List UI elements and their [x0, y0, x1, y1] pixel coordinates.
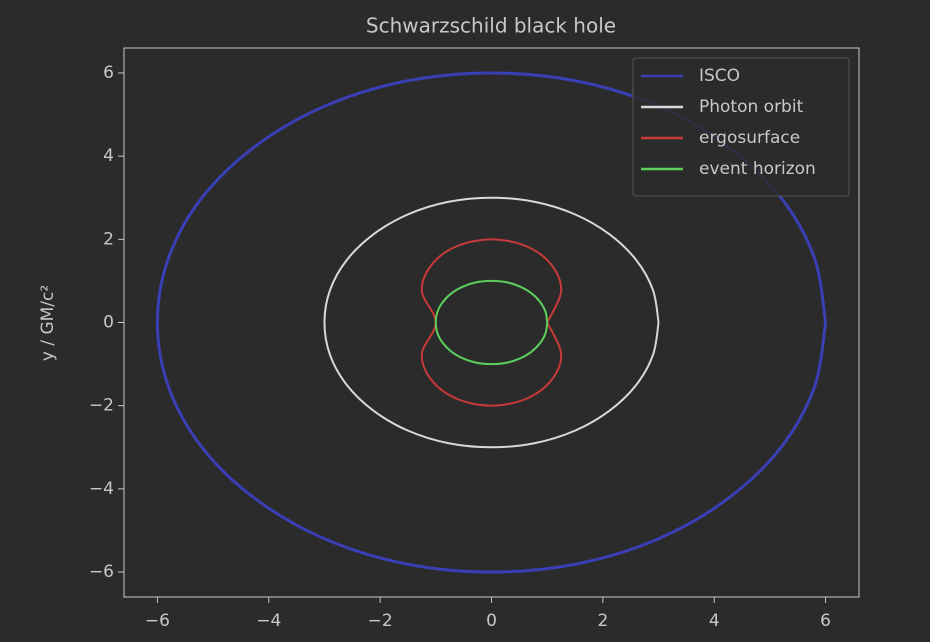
- y-tick-label: 4: [103, 146, 114, 166]
- y-tick-label: −2: [89, 396, 114, 416]
- legend-label: event horizon: [699, 159, 816, 179]
- legend-label: ergosurface: [699, 128, 800, 148]
- legend: ISCO Photon orbit ergosurface event horizon: [632, 57, 850, 197]
- x-tick-label: 2: [597, 611, 608, 631]
- y-tick-label: 6: [103, 63, 114, 83]
- x-tick-label: 4: [709, 611, 720, 631]
- y-tick-label: 0: [103, 313, 114, 333]
- series-line: [434, 279, 549, 366]
- x-tick-label: −6: [145, 611, 170, 631]
- x-tick-label: 6: [820, 611, 831, 631]
- legend-label: Photon orbit: [699, 97, 804, 117]
- x-tick-label: −2: [368, 611, 393, 631]
- legend-box: [632, 57, 850, 197]
- y-axis-label: y / GM/c²: [38, 285, 58, 361]
- y-tick-label: −4: [89, 479, 114, 499]
- legend-label: ISCO: [699, 66, 740, 86]
- y-tick-label: −6: [89, 562, 114, 582]
- y-tick-label: 2: [103, 229, 114, 249]
- x-tick-label: −4: [256, 611, 281, 631]
- chart-title: Schwarzschild black hole: [366, 14, 616, 38]
- x-tick-label: 0: [486, 611, 497, 631]
- series-line: [323, 196, 660, 449]
